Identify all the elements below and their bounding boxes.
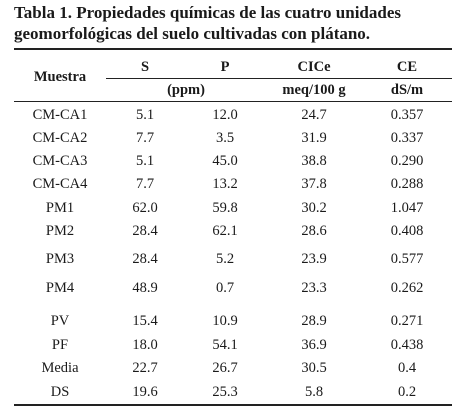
cell-s: 18.0 xyxy=(132,337,158,353)
cell-cice: 31.9 xyxy=(301,130,327,146)
cell-sample: CM-CA1 xyxy=(32,107,88,123)
cell-ce: 0.2 xyxy=(397,384,417,400)
cell-sample: DS xyxy=(50,384,70,400)
header-ce: CE xyxy=(396,59,418,75)
cell-p: 12.0 xyxy=(212,107,238,123)
cell-cice: 38.8 xyxy=(301,153,327,169)
header-sub-rule xyxy=(106,78,452,79)
table-top-rule xyxy=(14,48,452,50)
cell-p: 10.9 xyxy=(212,313,238,329)
table-caption: Tabla 1. Propiedades químicas de las cua… xyxy=(14,2,454,44)
header-s: S xyxy=(140,59,150,75)
header-sample: Muestra xyxy=(33,69,87,85)
cell-p: 62.1 xyxy=(212,223,238,239)
cell-cice: 28.9 xyxy=(301,313,327,329)
cell-s: 5.1 xyxy=(135,153,155,169)
cell-sample: CM-CA4 xyxy=(32,176,88,192)
cell-ce: 0.290 xyxy=(390,153,424,169)
cell-cice: 23.3 xyxy=(301,280,327,296)
cell-cice: 30.5 xyxy=(301,360,327,376)
cell-ce: 0.262 xyxy=(390,280,424,296)
header-p: P xyxy=(220,59,230,75)
cell-s: 28.4 xyxy=(132,223,158,239)
caption-line-2: geomorfológicas del suelo cultivadas con… xyxy=(14,24,371,43)
cell-ce: 0.4 xyxy=(397,360,417,376)
cell-ce: 0.288 xyxy=(390,176,424,192)
cell-sample: PM4 xyxy=(45,280,75,296)
cell-p: 59.8 xyxy=(212,200,238,216)
cell-cice: 5.8 xyxy=(304,384,324,400)
cell-ce: 0.438 xyxy=(390,337,424,353)
cell-p: 45.0 xyxy=(212,153,238,169)
cell-ce: 0.271 xyxy=(390,313,424,329)
caption-line-1: Tabla 1. Propiedades químicas de las cua… xyxy=(14,3,401,22)
header-unit-ce: dS/m xyxy=(390,82,424,98)
cell-p: 54.1 xyxy=(212,337,238,353)
cell-p: 25.3 xyxy=(212,384,238,400)
cell-cice: 23.9 xyxy=(301,251,327,267)
cell-p: 13.2 xyxy=(212,176,238,192)
cell-ce: 0.577 xyxy=(390,251,424,267)
header-bottom-rule xyxy=(14,101,452,102)
cell-s: 48.9 xyxy=(132,280,158,296)
cell-s: 5.1 xyxy=(135,107,155,123)
cell-p: 26.7 xyxy=(212,360,238,376)
cell-sample: Media xyxy=(41,360,79,376)
cell-cice: 30.2 xyxy=(301,200,327,216)
cell-s: 15.4 xyxy=(132,313,158,329)
cell-cice: 37.8 xyxy=(301,176,327,192)
cell-ce: 0.357 xyxy=(390,107,424,123)
cell-sample: CM-CA2 xyxy=(32,130,88,146)
cell-s: 7.7 xyxy=(135,130,155,146)
cell-s: 19.6 xyxy=(132,384,158,400)
header-unit-cice: meq/100 g xyxy=(282,82,346,98)
cell-sample: PM3 xyxy=(45,251,75,267)
cell-cice: 24.7 xyxy=(301,107,327,123)
cell-sample: CM-CA3 xyxy=(32,153,88,169)
cell-s: 22.7 xyxy=(132,360,158,376)
cell-s: 28.4 xyxy=(132,251,158,267)
cell-sample: PF xyxy=(51,337,69,353)
cell-s: 7.7 xyxy=(135,176,155,192)
cell-p: 5.2 xyxy=(215,251,235,267)
header-unit-ppm: (ppm) xyxy=(167,82,205,98)
table-bottom-rule xyxy=(14,404,452,406)
cell-ce: 1.047 xyxy=(390,200,424,216)
cell-sample: PM2 xyxy=(45,223,75,239)
cell-p: 3.5 xyxy=(215,130,235,146)
cell-cice: 28.6 xyxy=(301,223,327,239)
cell-ce: 0.408 xyxy=(390,223,424,239)
cell-sample: PV xyxy=(50,313,70,329)
cell-cice: 36.9 xyxy=(301,337,327,353)
header-cice: CICe xyxy=(297,59,331,75)
cell-ce: 0.337 xyxy=(390,130,424,146)
cell-sample: PM1 xyxy=(45,200,75,216)
cell-s: 62.0 xyxy=(132,200,158,216)
cell-p: 0.7 xyxy=(215,280,235,296)
